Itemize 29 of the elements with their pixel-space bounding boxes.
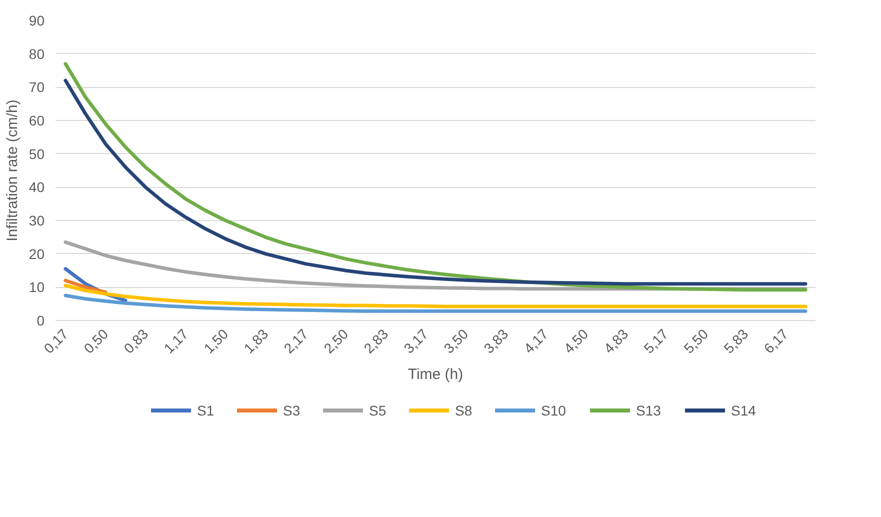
x-tick-label: 5,83 — [720, 326, 752, 356]
line-series — [64, 294, 808, 313]
x-tick-label: 3,83 — [480, 326, 512, 356]
y-tick-label: 80 — [28, 46, 45, 62]
legend-label: S13 — [636, 402, 662, 418]
y-tick-label: 10 — [28, 279, 45, 296]
x-tick-label: 4,83 — [600, 326, 632, 356]
y-tick-label: 90 — [28, 12, 45, 28]
x-tick-label: 3,50 — [440, 326, 472, 356]
x-tick-label: 5,50 — [680, 326, 712, 356]
y-tick-label: 0 — [36, 312, 45, 328]
y-tick-label: 20 — [28, 246, 45, 262]
legend-label: S10 — [541, 402, 566, 418]
y-tick-label: 60 — [28, 112, 45, 128]
legend-label: S8 — [455, 402, 472, 418]
x-axis-title: Time (h) — [408, 366, 464, 383]
x-tick-label: 4,50 — [560, 326, 592, 356]
y-tick-label: 40 — [28, 179, 45, 196]
y-tick-label: 70 — [28, 79, 45, 96]
legend-label: S1 — [197, 402, 214, 418]
line-series — [64, 284, 808, 308]
legend-label: S14 — [731, 402, 756, 418]
y-tick-label: 30 — [28, 212, 45, 228]
x-tick-label: 0,50 — [80, 326, 112, 356]
legend-label: S3 — [283, 402, 300, 418]
y-axis-title: Infiltration rate (cm/h) — [4, 100, 21, 242]
y-tick-label: 50 — [28, 146, 45, 162]
legend-label: S5 — [369, 402, 386, 418]
x-tick-label: 0,83 — [120, 326, 152, 356]
